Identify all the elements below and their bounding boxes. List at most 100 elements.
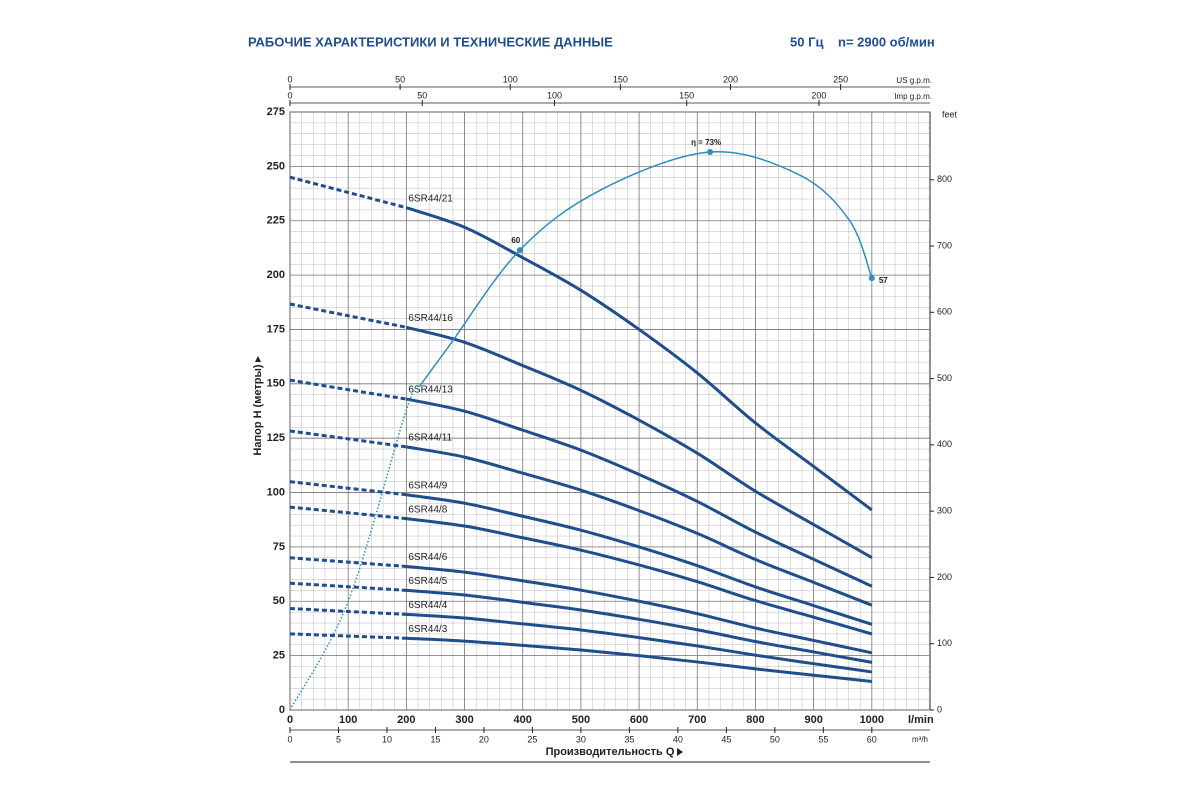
pump-curve-dashed xyxy=(289,480,407,497)
x-tick-label: 300 xyxy=(455,714,473,726)
pump-curve-dashed xyxy=(289,581,407,592)
secondary-tick-label: 150 xyxy=(679,90,694,100)
pump-curve-dashed xyxy=(289,556,407,568)
y2-tick-label: 200 xyxy=(937,572,952,582)
pump-curve-dashed xyxy=(289,505,407,521)
pump-curve-dashed xyxy=(289,429,407,449)
secondary-tick-label: 250 xyxy=(833,74,848,84)
x-tick-label: 900 xyxy=(804,714,822,726)
y2-tick-label: 100 xyxy=(937,638,952,648)
curve-label: 6SR44/21 xyxy=(408,193,453,204)
pump-curve xyxy=(406,397,873,588)
y-tick-label: 75 xyxy=(273,541,285,553)
efficiency-curve-dashed xyxy=(289,385,421,711)
curve-label: 6SR44/3 xyxy=(408,624,447,635)
secondary-tick-label: 60 xyxy=(867,734,877,744)
y-tick-label: 0 xyxy=(279,704,285,716)
y-tick-label: 200 xyxy=(267,269,285,281)
pump-curve xyxy=(406,612,873,674)
secondary-tick-label: 55 xyxy=(818,734,828,744)
y-tick-label: 250 xyxy=(267,160,285,172)
y-tick-label: 275 xyxy=(267,106,285,118)
secondary-tick-label: 100 xyxy=(547,90,562,100)
y2-tick-label: 0 xyxy=(937,704,942,714)
secondary-unit: US g.p.m. xyxy=(896,76,932,85)
y2-tick-label: 800 xyxy=(937,174,952,184)
y2-tick-label: 300 xyxy=(937,506,952,516)
pump-curve xyxy=(406,517,873,636)
y2-tick-label: 400 xyxy=(937,439,952,449)
y2-tick-label: 500 xyxy=(937,373,952,383)
secondary-tick-label: 35 xyxy=(624,734,634,744)
curve-label: 6SR44/6 xyxy=(408,552,447,563)
secondary-tick-label: 50 xyxy=(395,74,405,84)
arrow xyxy=(677,748,683,756)
y-tick-label: 25 xyxy=(273,650,285,662)
curve-label: 6SR44/5 xyxy=(408,576,447,587)
y-tick-label: 125 xyxy=(267,432,285,444)
pump-curve xyxy=(406,588,873,664)
speed: n= 2900 об/мин xyxy=(838,34,935,49)
x-axis-label: Производительность Q xyxy=(546,746,675,758)
x-tick-label: 400 xyxy=(514,714,532,726)
pump-curve xyxy=(405,206,873,512)
efficiency-point xyxy=(707,149,714,156)
pump-curve xyxy=(406,493,873,626)
x-tick-label: 700 xyxy=(688,714,706,726)
curve-label: 6SR44/9 xyxy=(408,480,447,491)
y2-tick-label: 600 xyxy=(937,307,952,317)
x-tick-label: 100 xyxy=(339,714,357,726)
efficiency-label: 57 xyxy=(879,276,888,285)
arrow xyxy=(255,356,261,362)
y-tick-label: 150 xyxy=(267,378,285,390)
pump-curve-dashed xyxy=(289,302,407,329)
secondary-unit: m³/h xyxy=(912,735,928,744)
efficiency-curve xyxy=(419,150,873,387)
secondary-tick-label: 5 xyxy=(336,734,341,744)
secondary-tick-label: 30 xyxy=(576,734,586,744)
pump-curve xyxy=(405,325,873,559)
y-tick-label: 175 xyxy=(267,323,285,335)
secondary-tick-label: 0 xyxy=(287,74,292,84)
curve-label: 6SR44/13 xyxy=(408,385,453,396)
x-tick-label: 1000 xyxy=(860,714,884,726)
curve-label: 6SR44/4 xyxy=(408,600,447,611)
secondary-tick-label: 50 xyxy=(770,734,780,744)
y-tick-label: 225 xyxy=(267,215,285,227)
secondary-tick-label: 25 xyxy=(527,734,537,744)
frequency: 50 Гц xyxy=(790,34,823,49)
secondary-tick-label: 100 xyxy=(503,74,518,84)
pump-curve-dashed xyxy=(289,632,407,640)
x-tick-label: 600 xyxy=(630,714,648,726)
x-tick-label: 0 xyxy=(287,714,293,726)
curve-label: 6SR44/11 xyxy=(408,433,452,444)
efficiency-point xyxy=(516,247,523,254)
secondary-tick-label: 20 xyxy=(479,734,489,744)
pump-curve-dashed xyxy=(289,378,407,401)
pump-curve-dashed xyxy=(289,175,407,210)
secondary-tick-label: 150 xyxy=(613,74,628,84)
secondary-tick-label: 40 xyxy=(673,734,683,744)
pump-curve xyxy=(406,564,873,655)
x-tick-label: 500 xyxy=(572,714,590,726)
secondary-tick-label: 15 xyxy=(430,734,440,744)
efficiency-label: η = 73% xyxy=(691,138,721,147)
secondary-tick-label: 45 xyxy=(721,734,731,744)
secondary-tick-label: 50 xyxy=(417,90,427,100)
chart-title: РАБОЧИЕ ХАРАКТЕРИСТИКИ И ТЕХНИЧЕСКИЕ ДАН… xyxy=(248,34,613,49)
y-tick-label: 50 xyxy=(273,595,285,607)
efficiency-label: 60 xyxy=(511,236,520,245)
y2-unit: feet xyxy=(942,109,958,119)
x-tick-label: 800 xyxy=(746,714,764,726)
y2-tick-label: 700 xyxy=(937,240,952,250)
curve-label: 6SR44/8 xyxy=(408,504,447,515)
curve-label: 6SR44/16 xyxy=(408,313,453,324)
secondary-unit: Imp g.p.m. xyxy=(894,92,932,101)
secondary-tick-label: 200 xyxy=(723,74,738,84)
x-tick-label: 200 xyxy=(397,714,415,726)
efficiency-point xyxy=(868,275,875,282)
y-tick-label: 100 xyxy=(267,486,285,498)
pump-curve-dashed xyxy=(289,606,407,616)
pump-curve xyxy=(406,445,873,607)
